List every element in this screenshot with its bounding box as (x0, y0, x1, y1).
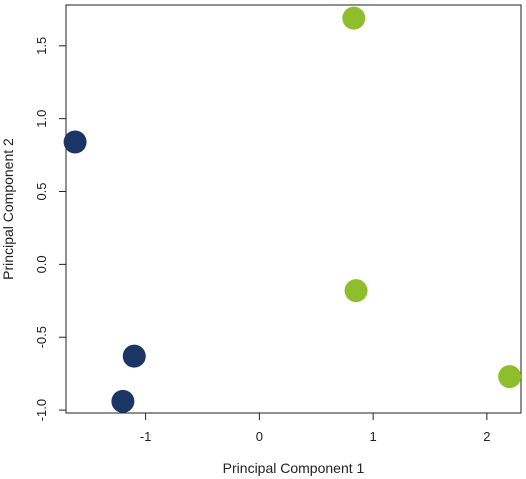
y-axis: -1.0 -0.5 0.0 0.5 1.0 1.5 (34, 37, 66, 421)
data-point (111, 389, 135, 413)
data-point (498, 365, 522, 389)
plot-frame (65, 4, 522, 414)
y-tick-label: 1.0 (34, 110, 49, 128)
y-tick-label: 1.5 (34, 37, 49, 55)
x-tick-label: 0 (256, 429, 263, 444)
data-points (63, 6, 522, 413)
y-axis-title: Principal Component 2 (0, 138, 16, 280)
x-tick-label: -1 (140, 429, 152, 444)
data-point (344, 279, 368, 303)
y-tick-label: 0.5 (34, 182, 49, 200)
y-tick-label: -0.5 (34, 326, 49, 348)
data-point (342, 6, 366, 30)
y-tick-label: 0.0 (34, 255, 49, 273)
x-tick-label: 1 (370, 429, 377, 444)
y-tick-label: -1.0 (34, 399, 49, 421)
x-axis-title: Principal Component 1 (223, 460, 365, 476)
x-axis: -1 0 1 2 (140, 413, 490, 444)
data-point (122, 344, 146, 368)
x-tick-label: 2 (483, 429, 490, 444)
data-point (63, 130, 87, 154)
